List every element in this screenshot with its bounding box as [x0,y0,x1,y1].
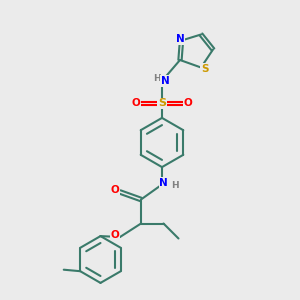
Text: O: O [184,98,193,109]
Text: S: S [201,64,208,74]
Text: O: O [110,230,119,240]
Text: S: S [158,98,166,109]
Text: N: N [176,34,184,44]
Text: O: O [110,184,119,195]
Text: N: N [160,76,169,86]
Text: O: O [131,98,140,109]
Text: H: H [153,74,160,82]
Text: H: H [171,181,178,190]
Text: N: N [159,178,168,188]
